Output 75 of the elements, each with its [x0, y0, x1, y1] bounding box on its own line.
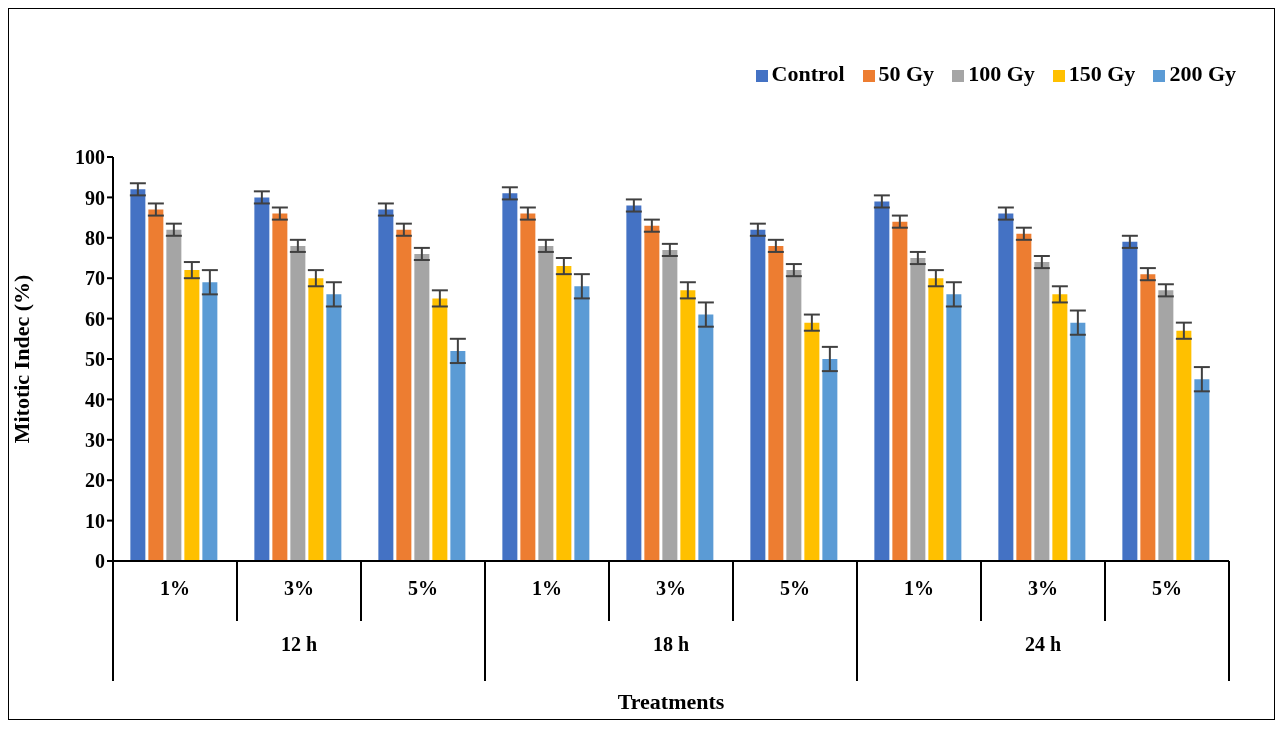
bar [804, 322, 820, 561]
bar [768, 245, 784, 561]
x-tick-label: 3% [284, 577, 314, 599]
y-tick-label: 30 [85, 428, 105, 451]
bar [308, 278, 324, 561]
bar [1070, 322, 1086, 561]
bar [254, 197, 270, 561]
y-tick-label: 70 [85, 267, 105, 290]
bar [130, 189, 146, 561]
bar [502, 193, 518, 561]
x-tick-label: 5% [1152, 577, 1182, 599]
legend-label: 100 Gy [968, 61, 1035, 86]
bar [290, 245, 306, 561]
bar [272, 213, 288, 561]
x-tick-label: 5% [408, 577, 438, 599]
bar [414, 253, 430, 561]
text: 18 h [652, 633, 690, 655]
y-tick-label: 40 [85, 388, 105, 411]
bar [662, 249, 678, 561]
y-tick-label: 10 [85, 509, 105, 532]
x-tick-label: 5% [780, 577, 810, 599]
bar [326, 294, 342, 561]
bar [892, 221, 908, 561]
bar [1016, 233, 1032, 561]
bar [184, 270, 200, 561]
legend-label: 200 Gy [1169, 61, 1236, 86]
bar [1158, 290, 1174, 561]
bar [750, 229, 766, 561]
legend-label: 150 Gy [1068, 61, 1136, 86]
bar [1194, 379, 1210, 561]
y-tick-label: 80 [85, 226, 105, 249]
bar [1122, 241, 1138, 561]
bar [910, 258, 926, 561]
bar [822, 359, 838, 561]
bar [644, 225, 660, 561]
bar [1052, 294, 1068, 561]
bar [946, 294, 962, 561]
text: 24 h [1024, 633, 1062, 655]
bar [874, 201, 890, 561]
x-axis-title: Treatments [617, 689, 725, 714]
bar [520, 213, 536, 561]
x-tick-label: 3% [656, 577, 686, 599]
bar [148, 209, 164, 561]
text: 12 h [280, 633, 318, 655]
bar [1034, 262, 1050, 561]
bar [680, 290, 696, 561]
legend-label: 50 Gy [878, 61, 935, 86]
y-tick-label: 50 [85, 348, 105, 371]
y-tick-label: 100 [75, 146, 105, 169]
bar [1140, 274, 1156, 561]
legend-label: Control [771, 61, 845, 86]
bar [538, 245, 554, 561]
x-tick-label: 1% [532, 577, 562, 599]
bar [202, 282, 218, 561]
bar [432, 298, 448, 561]
bar [556, 266, 572, 561]
y-tick-label: 0 [95, 550, 105, 573]
bar [378, 209, 394, 561]
bar [626, 205, 642, 561]
y-axis-title: Mitotic Indec (%) [8, 274, 34, 444]
x-tick-label: 1% [160, 577, 190, 599]
y-tick-label: 20 [85, 469, 105, 492]
y-tick-label: 90 [85, 186, 105, 209]
bar [928, 278, 944, 561]
bar [698, 314, 714, 561]
bar [786, 270, 802, 561]
bar [396, 229, 412, 561]
bar [166, 229, 182, 561]
bar [574, 286, 590, 561]
y-tick-label: 60 [85, 307, 105, 330]
bar [998, 213, 1014, 561]
bar [450, 350, 466, 561]
bar [1176, 330, 1192, 561]
x-tick-label: 3% [1028, 577, 1058, 599]
x-tick-label: 1% [904, 577, 934, 599]
